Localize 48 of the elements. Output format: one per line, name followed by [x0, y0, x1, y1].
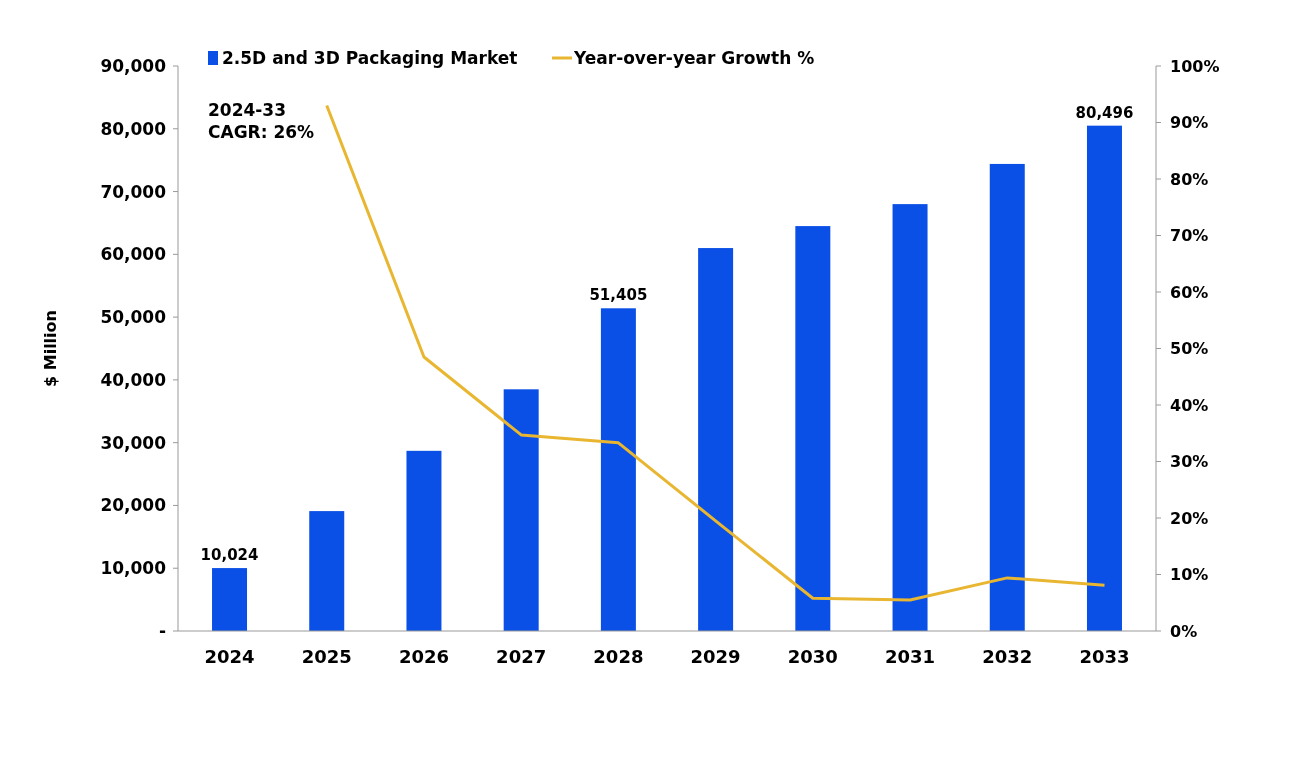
y2-tick-label: 0%: [1170, 621, 1198, 641]
y2-tick-label: 70%: [1170, 226, 1209, 246]
x-tick-label: 2032: [982, 646, 1033, 667]
y-axis-title: $ Million: [41, 310, 60, 387]
y-tick-label: 10,000: [100, 558, 167, 579]
bar: [892, 204, 928, 631]
y2-tick-label: 20%: [1170, 508, 1209, 528]
x-tick-label: 2028: [593, 646, 644, 667]
bar: [309, 511, 345, 631]
legend-label: Year-over-year Growth %: [573, 48, 815, 68]
bar: [212, 568, 248, 631]
x-tick-label: 2025: [301, 646, 352, 667]
bar: [698, 248, 734, 631]
x-tick-label: 2029: [690, 646, 741, 667]
y2-tick-label: 10%: [1170, 565, 1209, 585]
data-label: 10,024: [200, 546, 259, 565]
bar: [1086, 125, 1122, 631]
y-tick-label: 30,000: [100, 432, 167, 453]
data-label: 51,405: [589, 286, 648, 305]
x-tick-label: 2024: [204, 646, 255, 667]
y-tick-label: 20,000: [100, 495, 167, 516]
x-tick-label: 2030: [787, 646, 838, 667]
y2-tick-label: 80%: [1170, 169, 1209, 189]
y-tick-label: 70,000: [100, 181, 167, 202]
bar: [406, 450, 442, 631]
legend-label: 2.5D and 3D Packaging Market: [222, 48, 518, 68]
x-tick-label: 2027: [496, 646, 547, 667]
bar: [503, 389, 539, 631]
x-tick-label: 2033: [1079, 646, 1130, 667]
bar: [795, 226, 831, 631]
y-tick-label: 90,000: [100, 55, 167, 76]
annotation: 2024-33 CAGR: 26%: [208, 100, 315, 142]
y2-tick-label: 50%: [1170, 339, 1209, 359]
y2-tick-label: 90%: [1170, 113, 1209, 133]
y-tick-label: 80,000: [100, 118, 167, 139]
y-tick-label: 50,000: [100, 307, 167, 328]
y2-tick-label: 40%: [1170, 395, 1209, 415]
x-tick-label: 2026: [398, 646, 450, 667]
bar: [989, 163, 1025, 631]
y2-tick-label: 30%: [1170, 452, 1209, 472]
data-label: 80,496: [1075, 103, 1134, 122]
y-tick-label: 60,000: [100, 244, 167, 265]
x-tick-label: 2031: [884, 646, 936, 667]
bar: [600, 308, 636, 631]
y2-tick-label: 100%: [1170, 56, 1220, 76]
y-tick-label: -: [158, 620, 166, 641]
y-tick-label: 40,000: [100, 369, 167, 390]
y2-tick-label: 60%: [1170, 282, 1209, 302]
